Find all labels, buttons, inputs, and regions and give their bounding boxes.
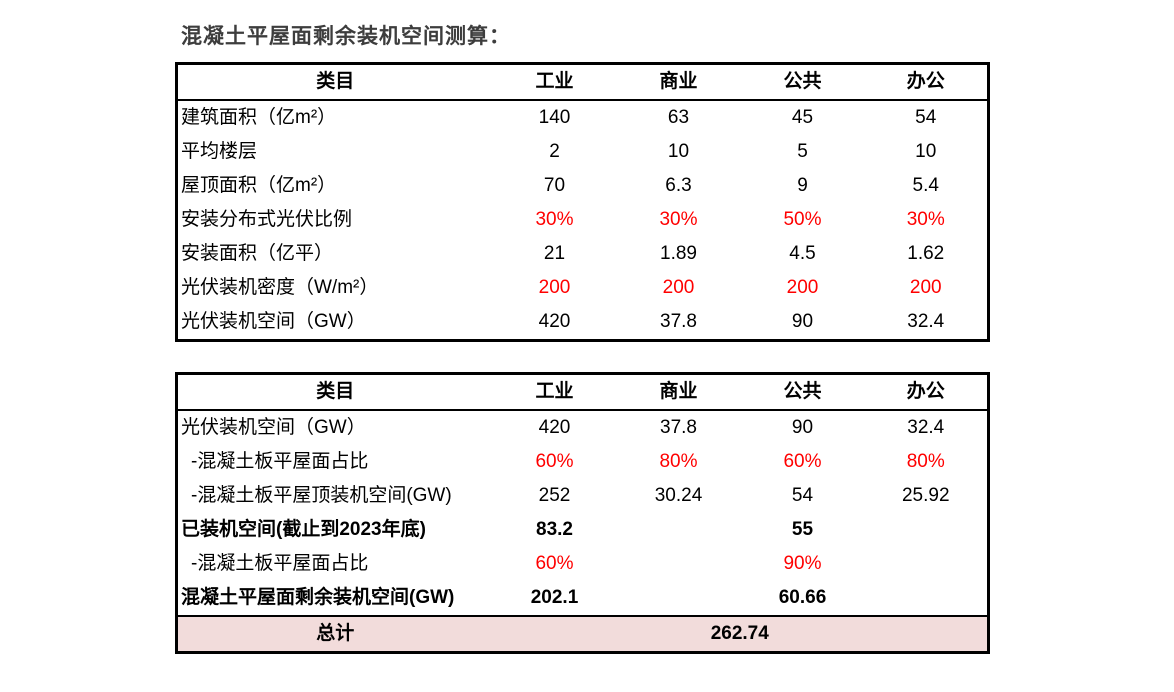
total-value: 262.74 — [710, 623, 769, 644]
header-row: 类目 工业 商业 公共 办公 — [176, 64, 989, 100]
cell-value — [617, 581, 741, 616]
row-label: 光伏装机空间（GW） — [181, 417, 366, 438]
cell-value: 5.4 — [912, 175, 939, 196]
row-label: 安装分布式光伏比例 — [181, 209, 353, 230]
row-label: -混凝土板平屋顶装机空间(GW) — [191, 485, 452, 506]
column-header-category: 类目 — [316, 381, 355, 402]
row-label: 混凝土平屋面剩余装机空间(GW) — [181, 587, 455, 608]
row-label: -混凝土板平屋面占比 — [191, 451, 369, 472]
table-row: 光伏装机空间（GW） 420 37.8 90 32.4 — [177, 410, 989, 445]
cell-value: 50% — [783, 209, 822, 230]
cell-value: 420 — [538, 417, 571, 438]
cell-value: 37.8 — [660, 417, 697, 438]
cell-value: 25.92 — [901, 485, 950, 506]
cell-value: 32.4 — [907, 417, 945, 438]
table-row: -混凝土板平屋面占比 60% 90% — [177, 547, 989, 581]
cell-value: 5 — [797, 141, 808, 162]
cell-value: 80% — [906, 451, 945, 472]
cell-value: 54 — [791, 485, 814, 506]
table-row: -混凝土板平屋面占比 60% 80% 60% 80% — [177, 445, 989, 479]
column-header: 商业 — [659, 71, 698, 92]
column-header: 办公 — [906, 71, 945, 92]
cell-value — [865, 513, 989, 547]
table-row: 混凝土平屋面剩余装机空间(GW) 202.1 60.66 — [177, 581, 989, 616]
cell-value: 60% — [535, 451, 574, 472]
cell-value: 140 — [538, 107, 571, 128]
table-row: 平均楼层 2 10 5 10 — [177, 135, 989, 169]
cell-value: 200 — [538, 277, 571, 298]
table-row: 已装机空间(截止到2023年底) 83.2 55 — [177, 513, 989, 547]
cell-value: 10 — [915, 141, 937, 162]
cell-value: 30% — [659, 209, 698, 230]
table-row: -混凝土板平屋顶装机空间(GW) 252 30.24 54 25.92 — [177, 479, 989, 513]
cell-value: 1.89 — [660, 243, 697, 264]
page-title: 混凝土平屋面剩余装机空间测算： — [181, 25, 511, 48]
cell-value: 1.62 — [907, 243, 945, 264]
header-row: 类目 工业 商业 公共 办公 — [176, 374, 989, 410]
table-row: 屋顶面积（亿m²） 70 6.3 9 5.4 — [177, 169, 989, 203]
cell-value: 70 — [543, 175, 566, 196]
column-header: 办公 — [906, 381, 945, 402]
cell-value: 30% — [535, 209, 574, 230]
row-label: 平均楼层 — [181, 141, 258, 162]
row-label: 建筑面积（亿m²） — [181, 107, 337, 128]
cell-value: 63 — [667, 107, 690, 128]
table-row: 光伏装机空间（GW） 420 37.8 90 32.4 — [177, 305, 989, 341]
row-label: 光伏装机密度（W/m²） — [181, 277, 379, 298]
cell-value — [617, 547, 741, 581]
cell-value: 45 — [791, 107, 814, 128]
cell-value — [865, 547, 989, 581]
table-row: 建筑面积（亿m²） 140 63 45 54 — [177, 100, 989, 135]
row-label: 光伏装机空间（GW） — [181, 311, 366, 332]
cell-value: 60% — [535, 553, 574, 574]
column-header: 商业 — [659, 381, 698, 402]
table-row: 安装分布式光伏比例 30% 30% 50% 30% — [177, 203, 989, 237]
cell-value: 30.24 — [654, 485, 703, 506]
cell-value: 55 — [791, 519, 814, 540]
row-label: -混凝土板平屋面占比 — [191, 553, 369, 574]
cell-value: 54 — [915, 107, 937, 128]
cell-value: 200 — [786, 277, 819, 298]
cell-value: 200 — [662, 277, 695, 298]
cell-value: 83.2 — [536, 519, 573, 540]
cell-value: 202.1 — [530, 587, 579, 608]
column-header: 工业 — [535, 71, 574, 92]
cell-value: 21 — [543, 243, 566, 264]
cell-value: 200 — [909, 277, 942, 298]
cell-value: 10 — [667, 141, 690, 162]
cell-value: 32.4 — [907, 311, 945, 332]
cell-value: 420 — [538, 311, 571, 332]
cell-value: 90% — [783, 553, 822, 574]
table-row: 安装面积（亿平） 21 1.89 4.5 1.62 — [177, 237, 989, 271]
cell-value: 90 — [791, 311, 814, 332]
cell-value: 30% — [906, 209, 945, 230]
total-row: 总计 262.74 — [176, 616, 989, 653]
cell-value: 80% — [659, 451, 698, 472]
cell-value — [865, 581, 989, 616]
cell-value — [617, 513, 741, 547]
row-label: 总计 — [316, 623, 355, 644]
installable-space-table: 类目 工业 商业 公共 办公建筑面积（亿m²） 140 63 45 54 平均楼层 2 10 5 10 屋顶… — [175, 62, 990, 342]
cell-value: 252 — [538, 485, 571, 506]
cell-value: 2 — [549, 141, 560, 162]
row-label: 安装面积（亿平） — [181, 243, 334, 264]
row-label: 已装机空间(截止到2023年底) — [181, 519, 426, 540]
column-header-category: 类目 — [316, 71, 355, 92]
cell-value: 90 — [791, 417, 814, 438]
cell-value: 37.8 — [660, 311, 697, 332]
cell-value: 6.3 — [665, 175, 692, 196]
column-header: 工业 — [535, 381, 574, 402]
column-header: 公共 — [783, 381, 822, 402]
cell-value: 9 — [797, 175, 808, 196]
table-row: 光伏装机密度（W/m²） 200 200 200 200 — [177, 271, 989, 305]
cell-value: 4.5 — [789, 243, 816, 264]
cell-value: 60.66 — [778, 587, 827, 608]
column-header: 公共 — [783, 71, 822, 92]
cell-value: 60% — [783, 451, 822, 472]
remaining-space-table: 类目 工业 商业 公共 办公光伏装机空间（GW） 420 37.8 90 32.4 -混凝土板平屋… — [175, 372, 990, 654]
row-label: 屋顶面积（亿m²） — [181, 175, 337, 196]
